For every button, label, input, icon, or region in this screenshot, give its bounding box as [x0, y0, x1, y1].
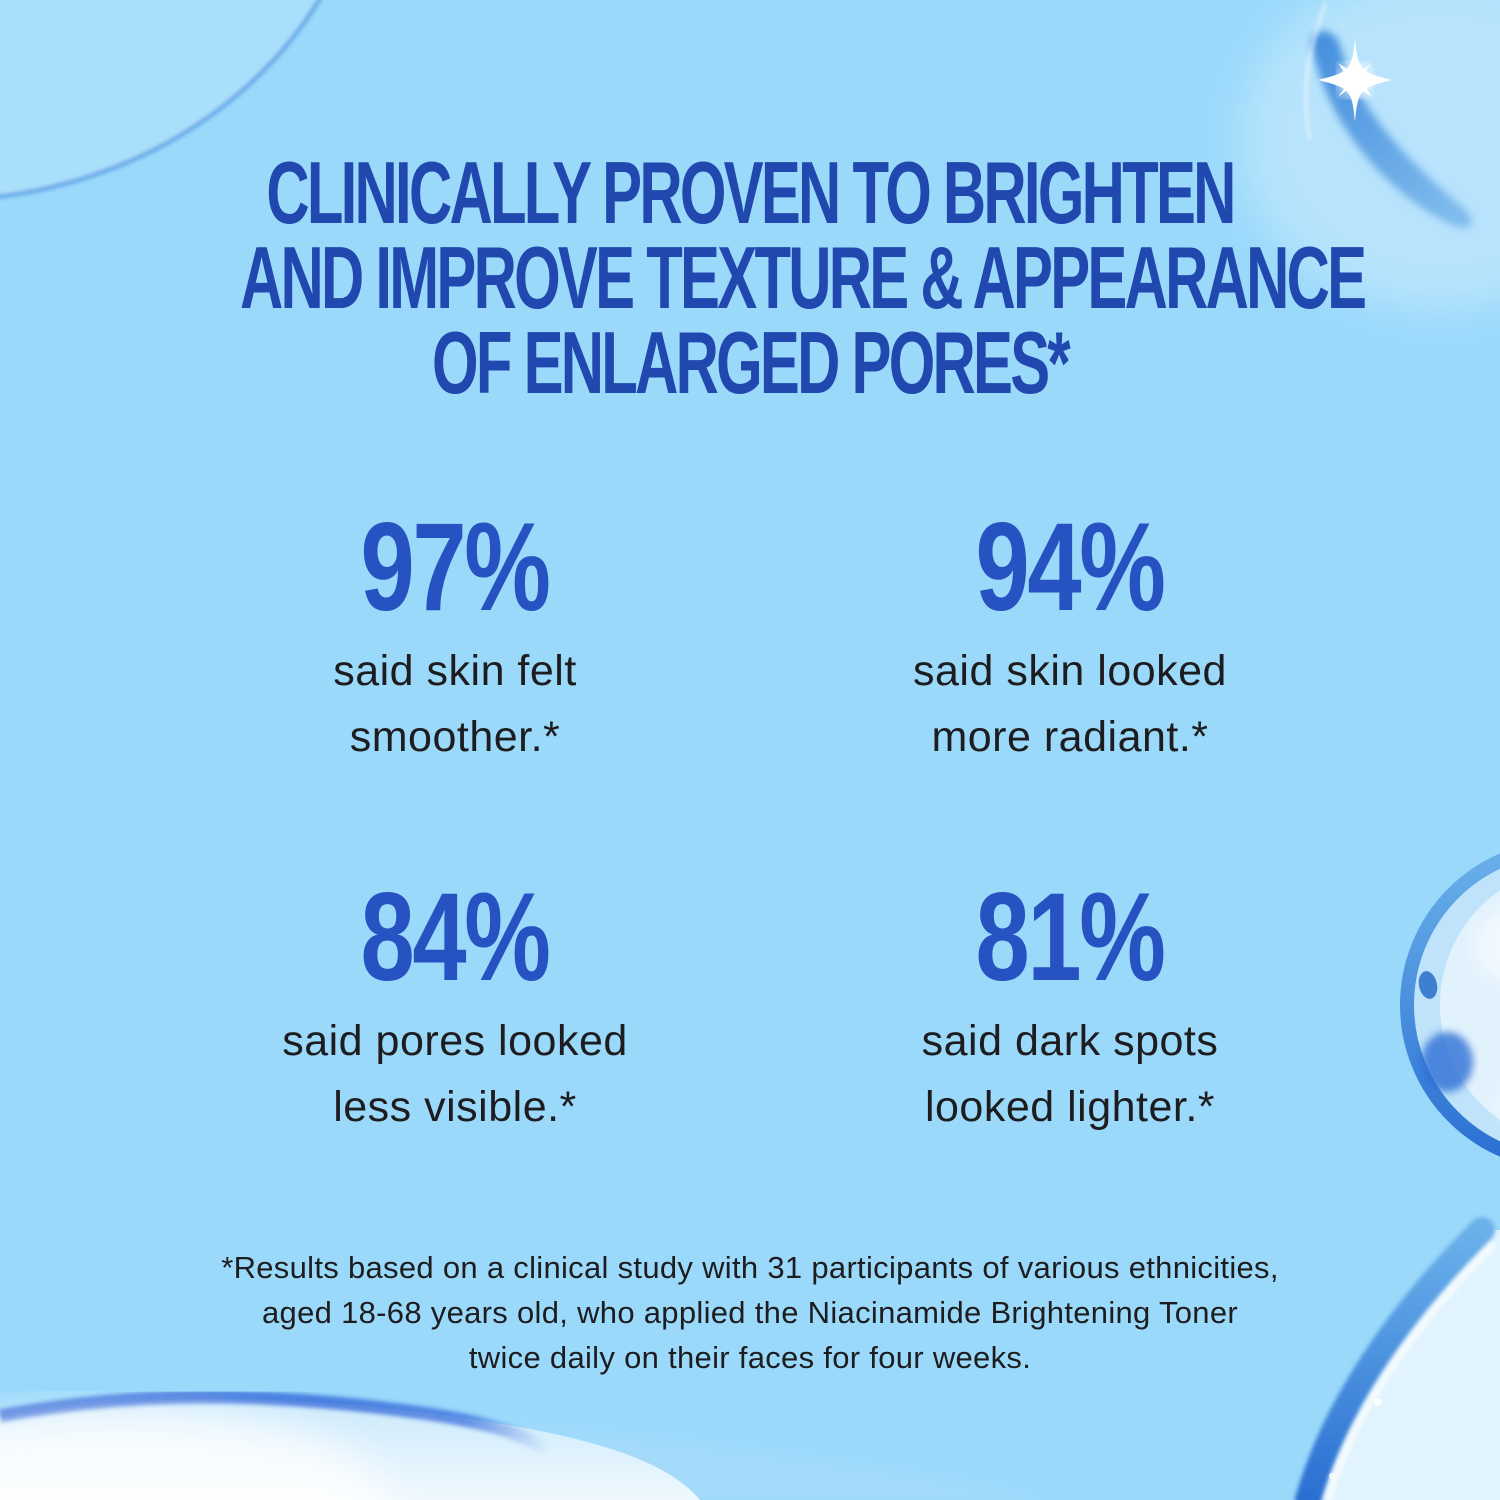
stat-description-line: more radiant.*: [931, 713, 1209, 761]
footnote-line-1: *Results based on a clinical study with …: [221, 1250, 1279, 1285]
stat-description-line: said skin looked: [913, 647, 1227, 695]
headline-line-3: OF ENLARGED PORES*: [432, 313, 1071, 412]
headline-line-2: AND IMPROVE TEXTURE & APPEARANCE: [240, 228, 1367, 327]
stat-description-line: said pores looked: [282, 1017, 628, 1065]
footnote-line-2: aged 18-68 years old, who applied the Ni…: [262, 1295, 1238, 1330]
stat-description-line: less visible.*: [333, 1083, 577, 1131]
stat-smoother-skin: 97% said skin felt smoother.*: [130, 505, 780, 770]
sparkle-icon: [1318, 38, 1392, 122]
bubble-right-decoration: [1400, 853, 1500, 1157]
stat-pores-less-visible: 84% said pores looked less visible.*: [130, 875, 780, 1140]
stat-value: 84%: [360, 868, 551, 1007]
stat-value: 97%: [360, 498, 551, 637]
water-wave-bottom-left-decoration: [0, 1390, 1050, 1500]
stat-value: 94%: [975, 498, 1166, 637]
footnote-line-3: twice daily on their faces for four week…: [468, 1340, 1032, 1375]
study-footnote: *Results based on a clinical study with …: [0, 1245, 1500, 1380]
headline-line-1: CLINICALLY PROVEN TO BRIGHTEN: [266, 143, 1236, 242]
stat-description-line: said dark spots: [921, 1017, 1219, 1065]
stat-description-line: said skin felt: [333, 647, 577, 695]
stat-description-line: smoother.*: [349, 713, 561, 761]
stat-radiant-skin: 94% said skin looked more radiant.*: [745, 505, 1395, 770]
stat-dark-spots-lighter: 81% said dark spots looked lighter.*: [745, 875, 1395, 1140]
headline: CLINICALLY PROVEN TO BRIGHTEN AND IMPROV…: [240, 143, 1367, 412]
stat-description-line: looked lighter.*: [924, 1083, 1216, 1131]
stat-value: 81%: [975, 868, 1166, 1007]
